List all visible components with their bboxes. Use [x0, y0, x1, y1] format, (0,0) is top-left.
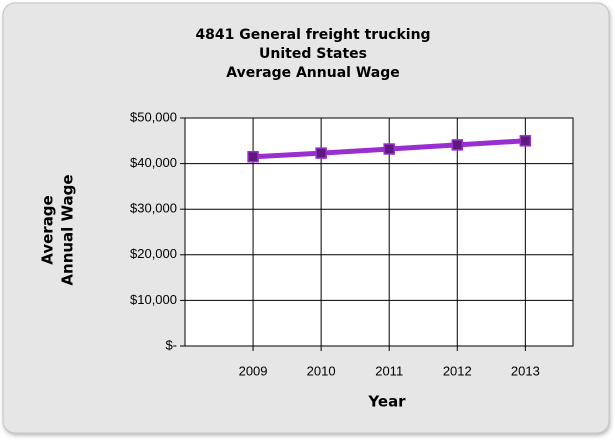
plot-border: [184, 117, 574, 347]
x-tick-label: 2012: [443, 363, 472, 378]
marker: [247, 151, 259, 163]
x-tick-label: 2009: [239, 363, 268, 378]
marker: [451, 139, 464, 151]
marker: [383, 143, 395, 155]
x-tick-label: 2011: [375, 363, 403, 378]
y-axis-title: Annual Wage: [59, 174, 77, 285]
y-axis-title-group: Average Annual Wage: [39, 174, 77, 285]
y-tick-label: $30,000: [130, 201, 177, 216]
chart-title: United States: [259, 46, 367, 62]
y-tick-label: $50,000: [130, 109, 177, 124]
y-tick-label: $10,000: [130, 292, 177, 307]
marker: [519, 135, 532, 147]
marker: [315, 147, 327, 159]
y-tick-label: $20,000: [130, 246, 177, 261]
x-axis-title: Year: [367, 393, 406, 411]
x-tick-label: 2010: [307, 363, 336, 378]
chart-title: 4841 General freight trucking: [195, 27, 430, 43]
x-tick-label: 2013: [511, 363, 540, 378]
y-tick-label: $-: [165, 337, 177, 352]
plot-area: [185, 118, 573, 346]
y-tick-label: $40,000: [130, 155, 177, 170]
chart-title: Average Annual Wage: [226, 65, 399, 81]
y-axis-title: Average: [39, 195, 57, 264]
